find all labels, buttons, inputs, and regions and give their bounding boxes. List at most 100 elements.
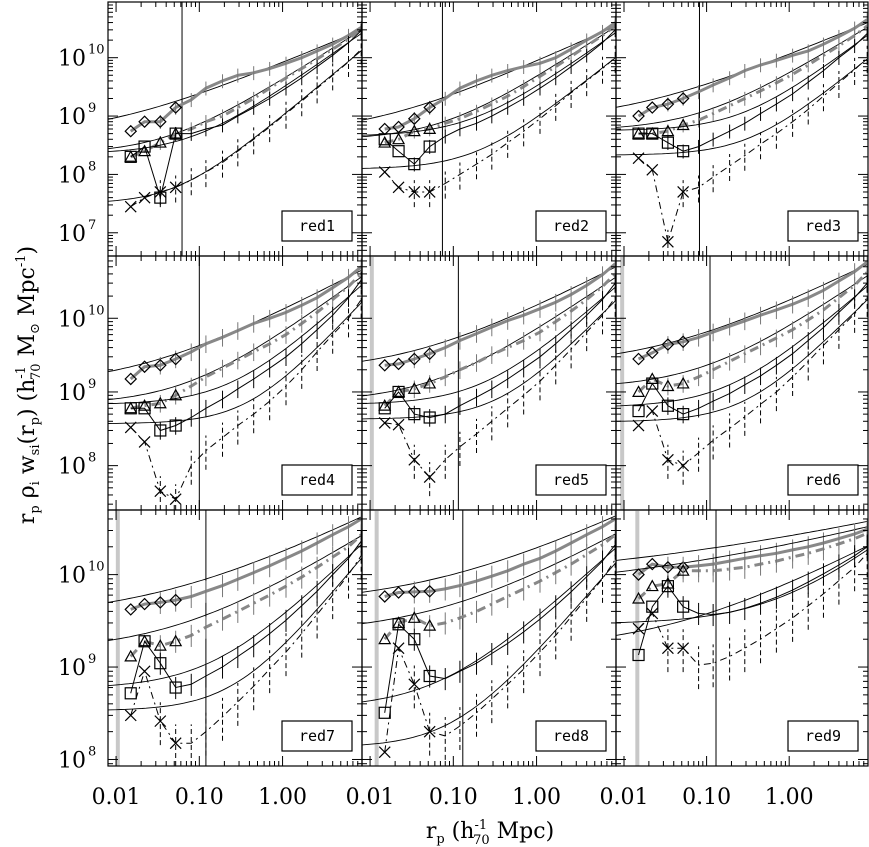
marker-triangle <box>676 564 690 576</box>
marker-diamond <box>153 358 167 372</box>
series-line-triangle <box>384 24 616 145</box>
marker-diamond <box>124 603 138 616</box>
y-tick-label: 10 <box>58 381 86 406</box>
marker-triangle <box>124 649 138 662</box>
marker-triangle <box>423 122 437 134</box>
y-tick-exponent: 7 <box>88 218 96 233</box>
marker-cross <box>138 665 151 678</box>
marker-square <box>661 399 674 412</box>
marker-square <box>677 600 690 613</box>
x-axis-title: rp (h-1 70 Mpc) <box>426 818 554 847</box>
marker-diamond <box>632 568 645 581</box>
model-curve-diamond <box>108 269 362 373</box>
panel-label-box <box>535 720 607 752</box>
model-curve-square <box>108 284 362 405</box>
series-line-cross <box>638 552 868 666</box>
model-curve-diamond <box>362 515 616 593</box>
marker-cross <box>138 191 151 204</box>
marker-triangle <box>676 376 690 389</box>
marker-cross <box>646 163 659 176</box>
marker-cross <box>661 453 674 466</box>
model-curve-cross <box>362 299 616 420</box>
marker-triangle <box>169 388 183 401</box>
marker-cross <box>392 181 405 194</box>
panel-label: red1 <box>299 217 335 235</box>
y-tick-label: 10 <box>58 748 86 773</box>
marker-square <box>408 633 421 646</box>
marker-square <box>169 127 182 140</box>
x-tick-label: 1.00 <box>512 785 561 810</box>
marker-diamond <box>392 357 405 371</box>
marker-cross <box>423 725 436 738</box>
x-tick-labels: 0.01 0.10 1.00 0.01 0.10 1.00 0.01 0.10 1.00 <box>92 785 814 810</box>
model-curve-square <box>362 32 616 136</box>
panel-frame <box>615 509 869 767</box>
marker-cross <box>632 152 645 165</box>
marker-diamond <box>423 347 437 361</box>
marker-triangle <box>632 385 646 397</box>
model-curve-triangle <box>616 526 868 573</box>
series-line-square <box>130 540 362 694</box>
panel-red6: red6 <box>615 255 869 511</box>
series-line-square <box>638 282 868 415</box>
marker-square <box>154 424 167 437</box>
marker-diamond <box>138 597 151 611</box>
model-curve-square <box>108 32 362 153</box>
marker-triangle <box>378 632 392 645</box>
marker-square <box>124 402 137 415</box>
marker-square <box>378 133 391 146</box>
y-tick-label: 10 <box>58 47 86 72</box>
marker-diamond <box>407 112 421 126</box>
model-curve-triangle <box>616 275 868 385</box>
model-curve-cross <box>362 562 616 746</box>
series-line-square <box>384 282 616 419</box>
marker-cross <box>423 471 436 483</box>
y-tick-label: 10 <box>58 105 86 130</box>
marker-diamond <box>632 109 645 123</box>
marker-cross <box>646 405 659 418</box>
marker-cross <box>392 418 405 431</box>
marker-cross <box>138 435 151 448</box>
marker-diamond <box>124 124 138 138</box>
model-curve-square <box>362 286 616 404</box>
marker-square <box>169 419 182 432</box>
marker-triangle <box>392 385 406 397</box>
panel-red2: red2 <box>361 1 617 257</box>
series-line-square <box>130 30 362 200</box>
y-tick-label: 10 <box>58 307 86 332</box>
panel-label: red3 <box>805 217 841 235</box>
panel-red3: red3 <box>615 1 869 257</box>
marker-triangle <box>124 401 138 414</box>
panel-red9: red9 <box>615 509 869 767</box>
model-curve-triangle <box>362 276 616 397</box>
marker-diamond <box>661 97 675 111</box>
model-curve-cross <box>616 298 868 422</box>
marker-diamond <box>632 352 645 366</box>
series-line-triangle <box>383 272 616 407</box>
y-tick-exponent: 9 <box>88 377 96 392</box>
marker-square <box>661 580 674 593</box>
marker-square <box>423 411 436 424</box>
marker-cross <box>677 459 690 472</box>
marker-cross <box>169 181 182 194</box>
marker-triangle <box>423 376 437 389</box>
series-line-triangle <box>383 533 616 641</box>
marker-diamond <box>378 358 392 372</box>
panel-label-box <box>281 464 353 496</box>
marker-square <box>378 402 391 415</box>
marker-triangle <box>632 126 646 139</box>
panel-label-box <box>787 210 859 242</box>
marker-square <box>423 140 436 153</box>
y-tick-label: 10 <box>58 656 86 681</box>
marker-triangle <box>645 579 659 592</box>
series-line-diamond <box>384 517 616 598</box>
marker-triangle <box>407 124 421 137</box>
series-line-cross <box>638 57 868 244</box>
marker-triangle <box>138 399 152 411</box>
model-curve-triangle <box>616 26 868 128</box>
marker-square <box>677 145 690 158</box>
y-tick-exponent: 8 <box>88 451 96 466</box>
marker-triangle <box>124 150 138 162</box>
